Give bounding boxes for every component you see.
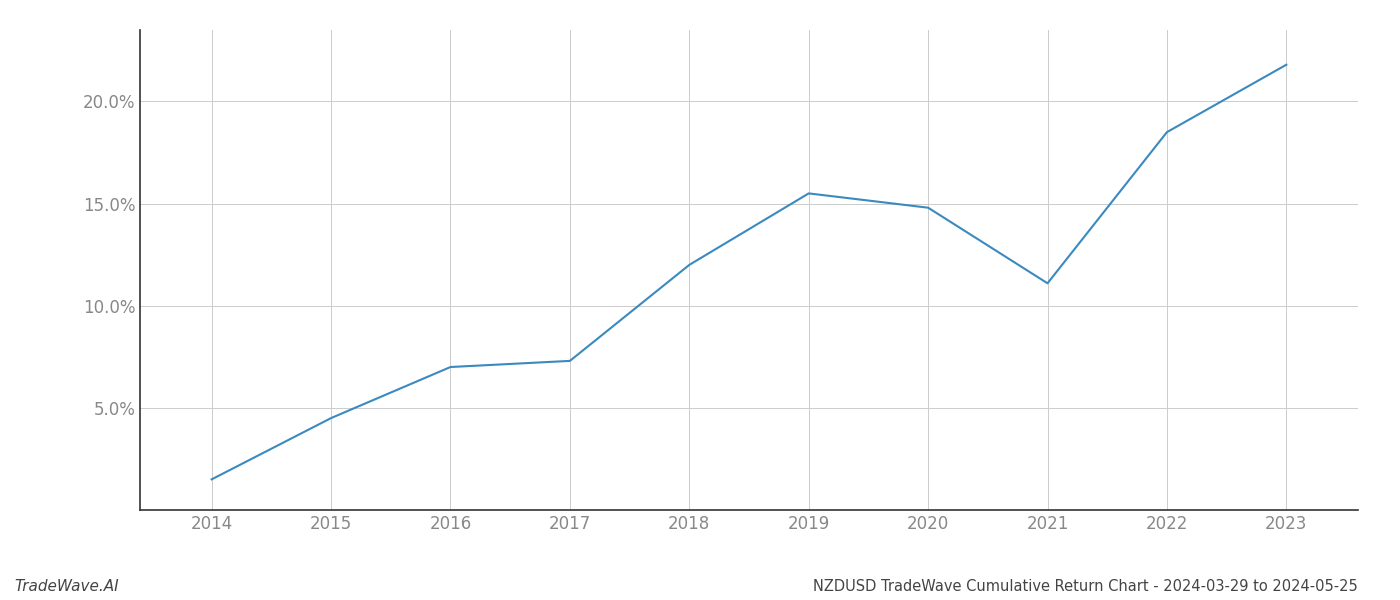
Text: NZDUSD TradeWave Cumulative Return Chart - 2024-03-29 to 2024-05-25: NZDUSD TradeWave Cumulative Return Chart… (813, 579, 1358, 594)
Text: TradeWave.AI: TradeWave.AI (14, 579, 119, 594)
